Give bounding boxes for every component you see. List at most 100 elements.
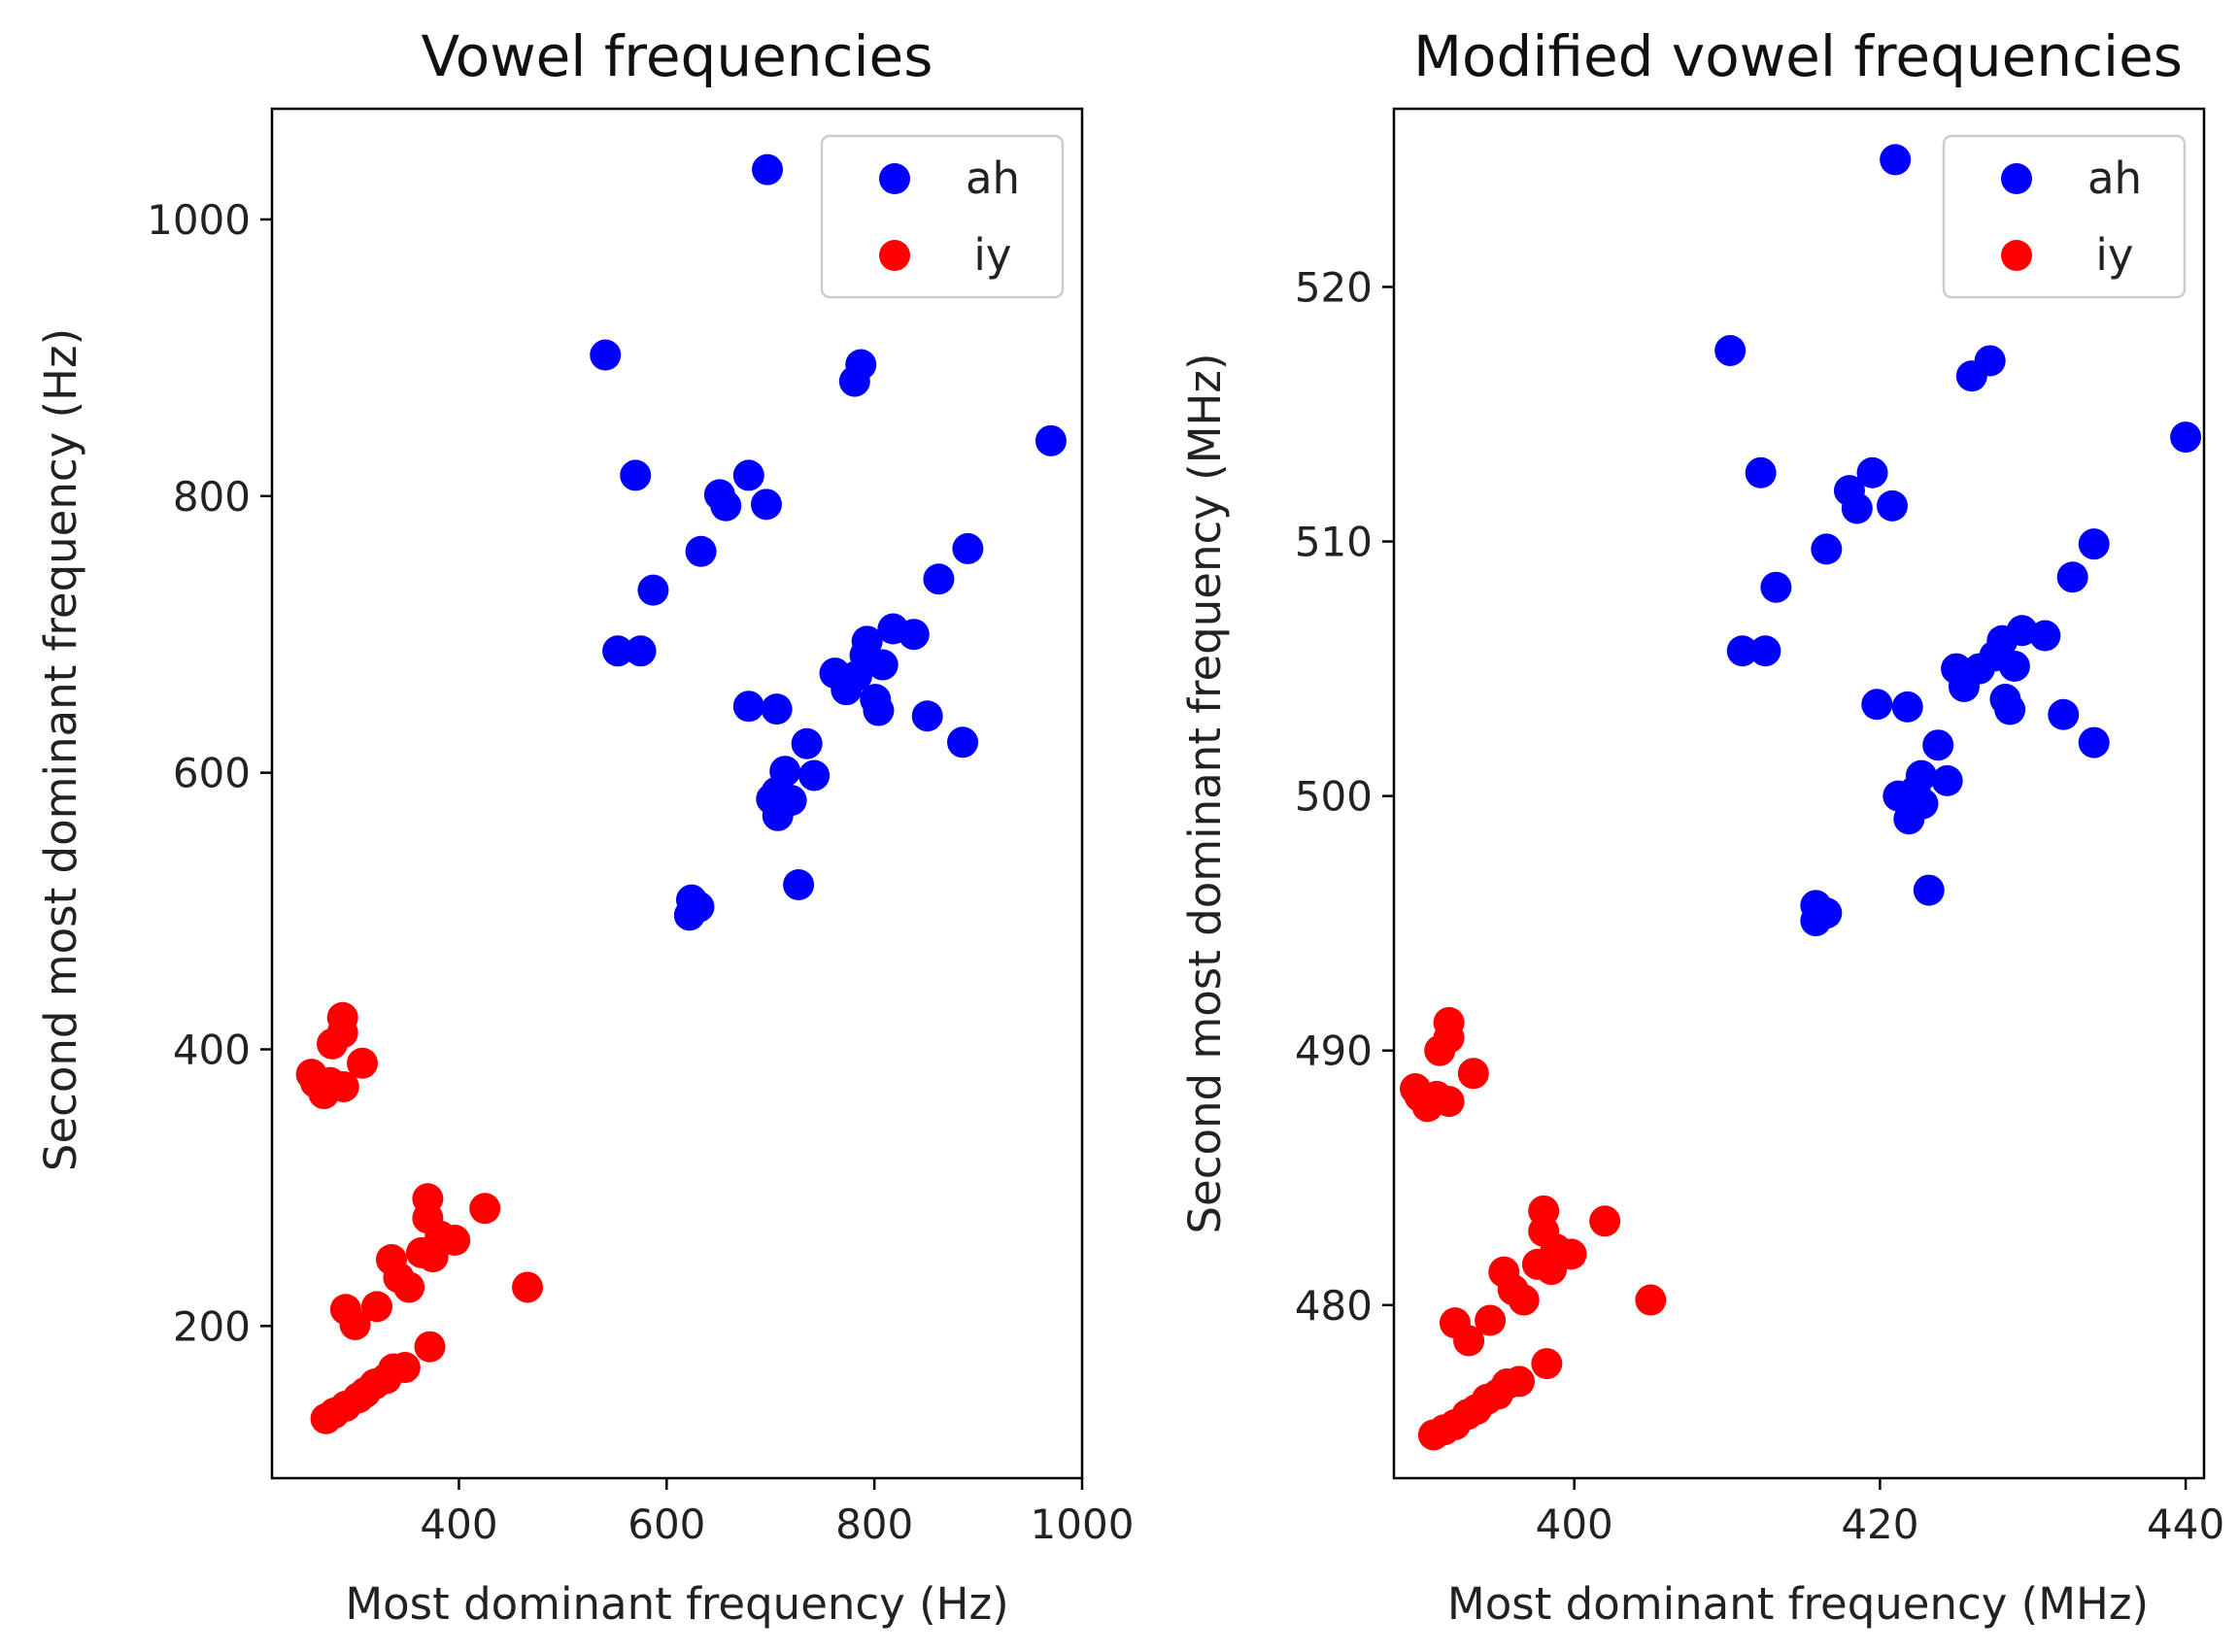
plot-frame: [1392, 107, 2206, 1480]
point-ah: [590, 339, 622, 371]
point-ah: [1931, 764, 1963, 796]
point-ah: [2078, 726, 2110, 759]
point-ah: [1745, 456, 1777, 489]
point-iy: [439, 1225, 471, 1257]
x-axis-label: Most dominant frequency (MHz): [1447, 1578, 2149, 1630]
point-ah: [1749, 635, 1781, 667]
point-ah: [947, 726, 979, 759]
point-iy: [310, 1402, 342, 1434]
point-ah: [2078, 528, 2110, 560]
point-iy: [1433, 1022, 1465, 1054]
point-ah: [1913, 874, 1945, 906]
point-iy: [1536, 1254, 1568, 1286]
point-iy: [1453, 1325, 1485, 1357]
point-ah: [2048, 698, 2080, 730]
point-iy: [347, 1047, 379, 1079]
point-ah: [673, 899, 705, 931]
point-ah: [1035, 424, 1067, 456]
legend-marker-ah: [2001, 163, 2032, 194]
point-ah: [1891, 691, 1923, 723]
point-ah: [762, 799, 794, 831]
point-ah: [625, 635, 657, 667]
point-ah: [750, 489, 782, 521]
point-ah: [752, 153, 784, 185]
point-ah: [798, 759, 831, 792]
point-ah: [1714, 334, 1747, 366]
point-ah: [1893, 803, 1925, 835]
point-iy: [1589, 1205, 1621, 1237]
x-tick-label: 440: [2147, 1500, 2224, 1548]
point-ah: [1922, 729, 1954, 761]
legend-marker-iy: [879, 240, 910, 271]
point-iy: [393, 1271, 425, 1303]
x-tick-label: 1000: [1031, 1500, 1135, 1548]
y-axis-label: Second most dominant frequency (MHz): [1179, 353, 1231, 1233]
y-tick-label: 480: [1295, 1282, 1373, 1330]
point-ah: [1800, 905, 1832, 937]
chart-title: Modified vowel frequencies: [1413, 23, 2183, 89]
axis-ticks: 400 600 800 1000 200 400 600 800 1000: [147, 196, 1134, 1548]
point-iy: [417, 1241, 449, 1273]
point-iy: [308, 1078, 340, 1110]
y-tick-label: 500: [1295, 773, 1373, 821]
point-ah: [791, 727, 823, 759]
point-ah: [1876, 489, 1908, 522]
legend-marker-ah: [879, 163, 910, 194]
y-axis-label: Second most dominant frequency (Hz): [35, 328, 86, 1171]
point-ah: [898, 619, 930, 651]
legend-label-iy: iy: [2095, 229, 2133, 281]
point-iy: [1531, 1348, 1563, 1380]
point-ah: [845, 349, 877, 381]
point-iy: [512, 1271, 544, 1303]
point-ah: [1856, 456, 1888, 489]
point-ah: [2029, 620, 2061, 652]
point-ah: [1880, 144, 1912, 176]
point-iy: [1417, 1419, 1449, 1451]
y-tick-label: 1000: [147, 196, 251, 244]
point-ah: [685, 535, 717, 567]
y-tick-label: 510: [1295, 519, 1373, 566]
data-points: [1400, 144, 2202, 1451]
point-ah: [1974, 345, 2006, 377]
y-tick-label: 200: [173, 1302, 251, 1350]
point-ah: [732, 459, 764, 491]
y-tick-label: 600: [173, 750, 251, 797]
point-ah: [1841, 492, 1873, 524]
point-ah: [783, 869, 815, 900]
legend-marker-iy: [2001, 240, 2032, 271]
point-iy: [469, 1193, 501, 1225]
legend-label-iy: iy: [973, 229, 1011, 281]
x-tick-label: 800: [835, 1500, 913, 1548]
point-ah: [1760, 571, 1792, 603]
point-iy: [1508, 1284, 1540, 1316]
x-tick-label: 420: [1841, 1500, 1918, 1548]
y-tick-label: 520: [1295, 263, 1373, 311]
point-ah: [1994, 693, 2026, 725]
point-ah: [1861, 689, 1893, 721]
data-points: [295, 153, 1067, 1434]
legend-box: [1942, 134, 2187, 299]
x-tick-label: 400: [420, 1500, 497, 1548]
point-ah: [710, 489, 742, 522]
point-ah: [1726, 635, 1758, 667]
right-scatter-plot: Modified vowel frequencies Most dominant…: [1179, 23, 2224, 1630]
point-ah: [923, 563, 955, 595]
point-iy: [1635, 1284, 1667, 1316]
legend: ah iy: [820, 134, 1065, 299]
point-ah: [2170, 421, 2202, 454]
left-scatter-plot: Vowel frequencies Most dominant frequenc…: [35, 23, 1134, 1630]
x-axis-label: Most dominant frequency (Hz): [345, 1578, 1008, 1630]
point-iy: [1475, 1304, 1507, 1336]
point-ah: [866, 649, 899, 681]
point-ah: [952, 532, 984, 564]
legend-label-ah: ah: [2087, 152, 2142, 204]
point-ah: [637, 574, 669, 606]
x-tick-label: 400: [1536, 1500, 1613, 1548]
y-tick-label: 400: [173, 1026, 251, 1073]
point-iy: [1411, 1091, 1443, 1123]
legend-label-ah: ah: [966, 152, 1020, 204]
legend: ah iy: [1942, 134, 2187, 299]
chart-title: Vowel frequencies: [422, 23, 933, 89]
point-iy: [339, 1308, 371, 1340]
